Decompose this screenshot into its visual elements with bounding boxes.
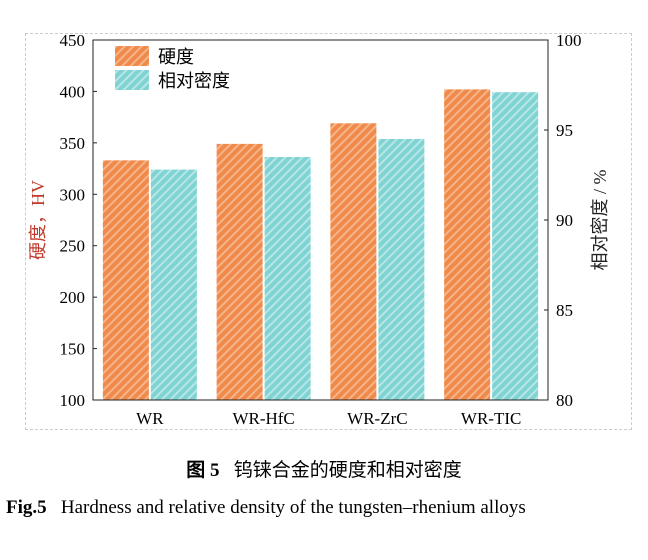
bar-density	[492, 92, 539, 400]
y2-tick-label: 100	[556, 31, 582, 50]
y2-tick-label: 95	[556, 121, 573, 140]
bar-density	[150, 169, 197, 400]
y-tick-label: 100	[60, 391, 86, 410]
plot-frame	[92, 39, 549, 401]
y-tick-label: 300	[60, 185, 86, 204]
y2-tick-label: 85	[556, 301, 573, 320]
caption-en-label: Fig.5	[6, 497, 47, 518]
y2-tick-label: 80	[556, 391, 573, 410]
y-tick-label: 400	[60, 82, 86, 101]
y-axis-label: 硬度，HV	[28, 180, 48, 260]
legend-label-hardness: 硬度	[158, 47, 194, 67]
legend-label-density: 相对密度	[158, 71, 230, 91]
y-tick-label: 350	[60, 134, 86, 153]
y-tick-label: 150	[60, 340, 86, 359]
bar-hardness	[444, 89, 491, 400]
caption-en-text: Hardness and relative density of the tun…	[60, 497, 526, 518]
bar-hardness	[330, 123, 377, 401]
x-tick-label: WR	[136, 409, 164, 428]
y-tick-label: 450	[60, 31, 86, 50]
caption-cn-text: 钨铼合金的硬度和相对密度	[233, 460, 462, 481]
legend-swatch-density	[115, 70, 149, 90]
y2-axis-label: 相对密度 / %	[590, 169, 610, 270]
caption-en: Fig.5 Hardness and relative density of t…	[6, 490, 636, 526]
bar-hardness	[102, 160, 149, 400]
bar-density	[378, 139, 425, 400]
y-tick-label: 200	[60, 288, 86, 307]
bar-density	[264, 157, 311, 400]
chart: 100 150 200 250 300 350 400 450 80 85 90 95 100 WR WR-…	[28, 31, 610, 428]
x-tick-label: WR-ZrC	[347, 409, 407, 428]
bar-hardness	[216, 143, 263, 400]
y-tick-label: 250	[60, 237, 86, 256]
legend-swatch-hardness	[115, 46, 149, 66]
x-tick-label: WR-HfC	[232, 409, 294, 428]
x-tick-label: WR-TIC	[461, 409, 521, 428]
caption-cn-label: 图 5	[186, 460, 220, 481]
y2-tick-label: 90	[556, 211, 573, 230]
figure-frame	[25, 33, 632, 430]
caption-cn: 图 5 钨铼合金的硬度和相对密度	[0, 455, 648, 482]
